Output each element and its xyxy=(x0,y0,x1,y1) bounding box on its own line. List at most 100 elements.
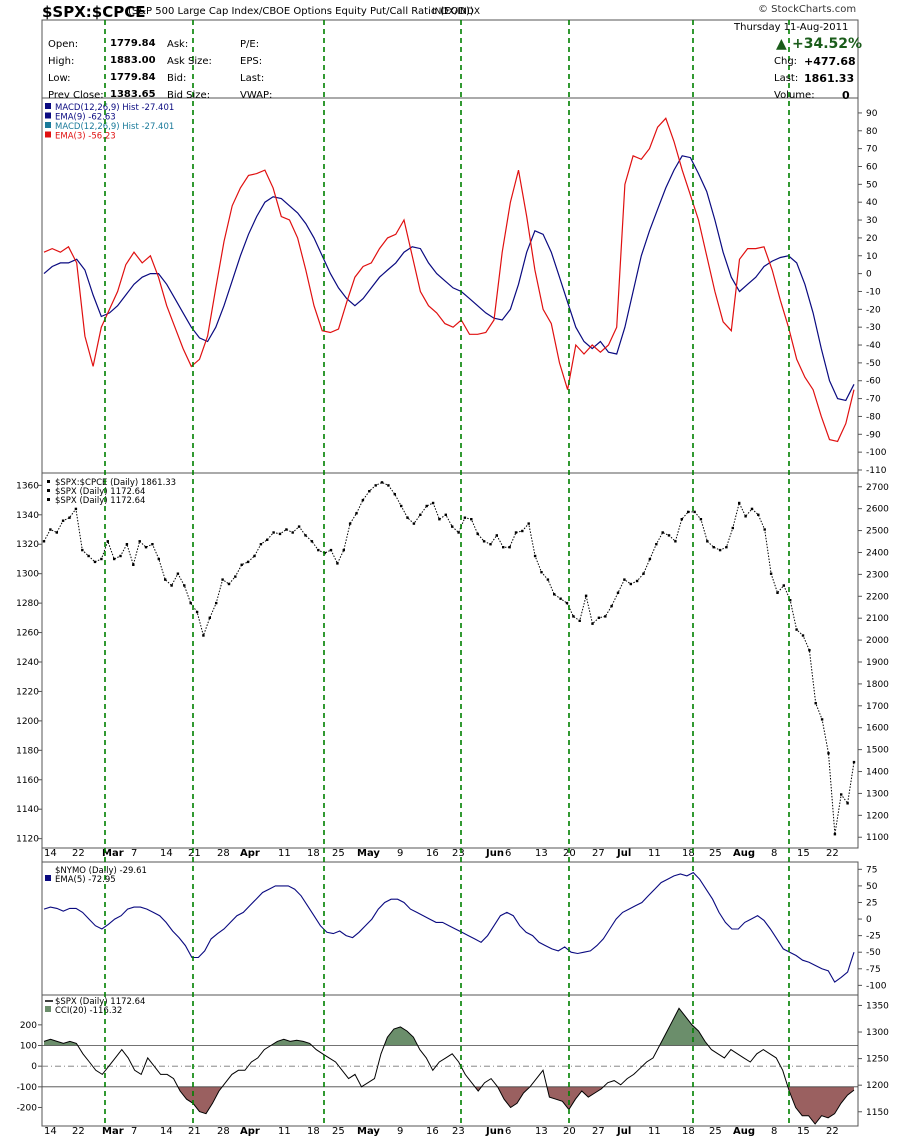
price-point xyxy=(744,515,747,518)
x-axis-label: 21 xyxy=(188,1126,201,1137)
price-point xyxy=(731,526,734,530)
macd-y-tick-label: -50 xyxy=(866,359,881,369)
x-axis-label: 11 xyxy=(648,1126,661,1137)
x-axis-label: 27 xyxy=(592,848,605,859)
x-axis-label: 15 xyxy=(797,1126,810,1137)
price-point xyxy=(776,591,779,594)
x-axis-label: 20 xyxy=(563,1126,576,1137)
macd-y-tick-label: 10 xyxy=(866,252,878,262)
price-point xyxy=(425,504,428,508)
price-point xyxy=(170,584,173,587)
chg-label: Chg: xyxy=(774,56,798,67)
price-point xyxy=(342,548,345,552)
price-point xyxy=(278,532,282,536)
price-point xyxy=(578,619,581,622)
prev-close-value: 1383.65 xyxy=(110,89,156,100)
x-axis-label: 8 xyxy=(771,848,777,859)
price-point xyxy=(820,718,824,721)
price-right-tick-label: 2700 xyxy=(866,483,889,493)
x-axis-label: 11 xyxy=(278,848,291,859)
price-point xyxy=(801,634,805,637)
open-value: 1779.84 xyxy=(110,38,156,49)
nymo-legend-label: $NYMO (Daily) -29.61 xyxy=(55,866,147,876)
price-point xyxy=(221,578,224,581)
low-label: Low: xyxy=(48,73,71,84)
price-y-tick-label: 1200 xyxy=(16,717,39,727)
macd-legend-label: MACD(12,26,9) Hist -27.401 xyxy=(55,103,174,113)
price-point xyxy=(489,543,492,546)
chart-description: (S&P 500 Large Cap Index/CBOE Options Eq… xyxy=(128,6,474,17)
price-point xyxy=(553,593,556,596)
x-axis-label: Aug xyxy=(733,1126,755,1137)
price-point xyxy=(132,563,135,566)
macd-y-tick-label: -110 xyxy=(866,466,887,476)
price-point xyxy=(176,572,180,575)
x-axis-label: 21 xyxy=(188,848,201,859)
price-point xyxy=(406,516,409,519)
price-series-points xyxy=(42,481,856,836)
price-right-tick-label: 2600 xyxy=(866,505,889,515)
price-right-tick-label: 1100 xyxy=(866,833,889,843)
price-point xyxy=(387,484,390,487)
x-axis-label: 9 xyxy=(397,848,403,859)
x-axis-label: Mar xyxy=(102,848,124,859)
x-axis-label: 15 xyxy=(797,848,810,859)
price-point xyxy=(789,599,792,602)
macd-y-tick-label: 30 xyxy=(866,216,878,226)
price-point xyxy=(597,616,601,619)
price-legend-label: $SPX (Daily) 1172.64 xyxy=(55,487,145,497)
x-axis-label: 23 xyxy=(452,848,465,859)
price-point xyxy=(827,752,830,755)
price-point xyxy=(348,522,352,525)
price-point xyxy=(68,516,71,519)
price-point xyxy=(438,518,441,521)
x-axis-label: 23 xyxy=(452,1126,465,1137)
macd-legend-label: MACD(12,26,9) Hist -27.401 xyxy=(55,122,174,132)
price-point xyxy=(610,604,613,608)
x-axis-label: 25 xyxy=(709,1126,722,1137)
x-axis-label: Aug xyxy=(733,848,755,859)
x-axis-label: 11 xyxy=(648,848,661,859)
price-point xyxy=(61,519,65,522)
price-point xyxy=(119,554,122,558)
price-point xyxy=(106,540,109,543)
price-point xyxy=(470,518,473,521)
price-point xyxy=(317,548,320,552)
price-point xyxy=(476,532,479,536)
price-point xyxy=(451,525,454,528)
price-point xyxy=(546,578,550,581)
nymo-legend-label: EMA(5) -72.95 xyxy=(55,875,116,885)
price-point xyxy=(304,534,307,537)
x-axis-label: 18 xyxy=(682,1126,695,1137)
price-y-tick-label: 1220 xyxy=(16,687,39,697)
nymo-y-tick-label: 0 xyxy=(866,915,872,925)
price-point xyxy=(674,540,677,543)
price-point xyxy=(718,548,722,552)
price-point xyxy=(444,513,447,516)
chart-symbol: $SPX:$CPCE xyxy=(42,3,146,21)
cci-overbought-fill xyxy=(44,1008,854,1046)
price-point xyxy=(623,578,626,581)
x-axis-label: Jun xyxy=(485,1126,504,1137)
nymo-y-tick-label: 25 xyxy=(866,898,877,908)
price-point xyxy=(495,534,498,537)
x-axis-label: May xyxy=(357,1126,380,1137)
price-point xyxy=(291,531,294,534)
price-point xyxy=(712,546,715,549)
x-axis-label: 13 xyxy=(535,1126,548,1137)
price-point xyxy=(227,582,231,586)
price-point xyxy=(297,525,301,528)
price-point xyxy=(202,634,205,637)
x-axis-label: 27 xyxy=(592,1126,605,1137)
price-right-tick-label: 2400 xyxy=(866,548,889,558)
price-legend-swatch xyxy=(47,489,50,492)
price-point xyxy=(687,510,690,514)
vwap-label: VWAP: xyxy=(240,90,273,101)
x-axis-label: Mar xyxy=(102,1126,124,1137)
macd-legend-swatch xyxy=(45,103,51,109)
price-point xyxy=(374,484,377,487)
x-axis-label: 13 xyxy=(535,848,548,859)
x-axis-label: 14 xyxy=(160,848,173,859)
price-point xyxy=(329,548,333,552)
